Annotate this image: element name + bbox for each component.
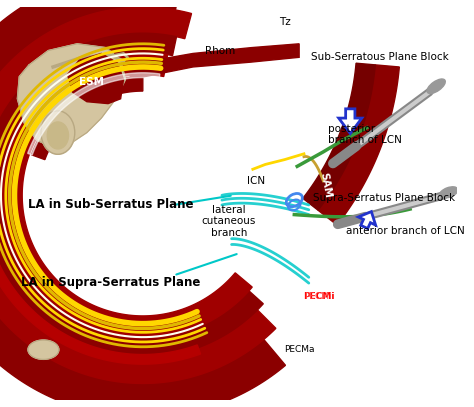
Polygon shape (68, 53, 124, 104)
Polygon shape (0, 0, 285, 407)
Polygon shape (318, 65, 399, 225)
Polygon shape (0, 138, 201, 364)
Ellipse shape (427, 79, 445, 94)
Text: SAM: SAM (318, 172, 332, 199)
Text: Rhom: Rhom (205, 46, 235, 55)
Text: LA in Sub-Serratus Plane: LA in Sub-Serratus Plane (28, 199, 194, 212)
Ellipse shape (47, 122, 69, 149)
Text: Supra-Serratus Plane Block: Supra-Serratus Plane Block (313, 193, 456, 203)
Text: ESM: ESM (79, 77, 104, 88)
Text: PECMa: PECMa (284, 345, 314, 354)
Text: posterior
branch of LCN: posterior branch of LCN (328, 124, 402, 145)
Text: PECMi: PECMi (305, 292, 332, 301)
Text: LA in Supra-Serratus Plane: LA in Supra-Serratus Plane (21, 276, 201, 289)
Text: PECMi: PECMi (303, 292, 334, 301)
Ellipse shape (439, 187, 458, 198)
Text: ICN: ICN (246, 176, 265, 186)
Polygon shape (303, 63, 375, 210)
Polygon shape (27, 73, 160, 155)
Text: Tz: Tz (279, 17, 291, 26)
Polygon shape (31, 77, 143, 160)
Polygon shape (339, 109, 362, 133)
Polygon shape (130, 44, 299, 79)
Polygon shape (0, 0, 174, 126)
Polygon shape (358, 212, 375, 229)
Ellipse shape (41, 111, 75, 154)
Polygon shape (0, 33, 263, 357)
Ellipse shape (28, 340, 59, 359)
Polygon shape (0, 53, 252, 338)
Polygon shape (18, 44, 126, 147)
Polygon shape (0, 7, 276, 383)
Text: anterior branch of LCN: anterior branch of LCN (346, 226, 465, 236)
Text: lateral
cutaneous
branch: lateral cutaneous branch (201, 205, 256, 238)
Text: Sub-Serratous Plane Block: Sub-Serratous Plane Block (311, 53, 449, 62)
